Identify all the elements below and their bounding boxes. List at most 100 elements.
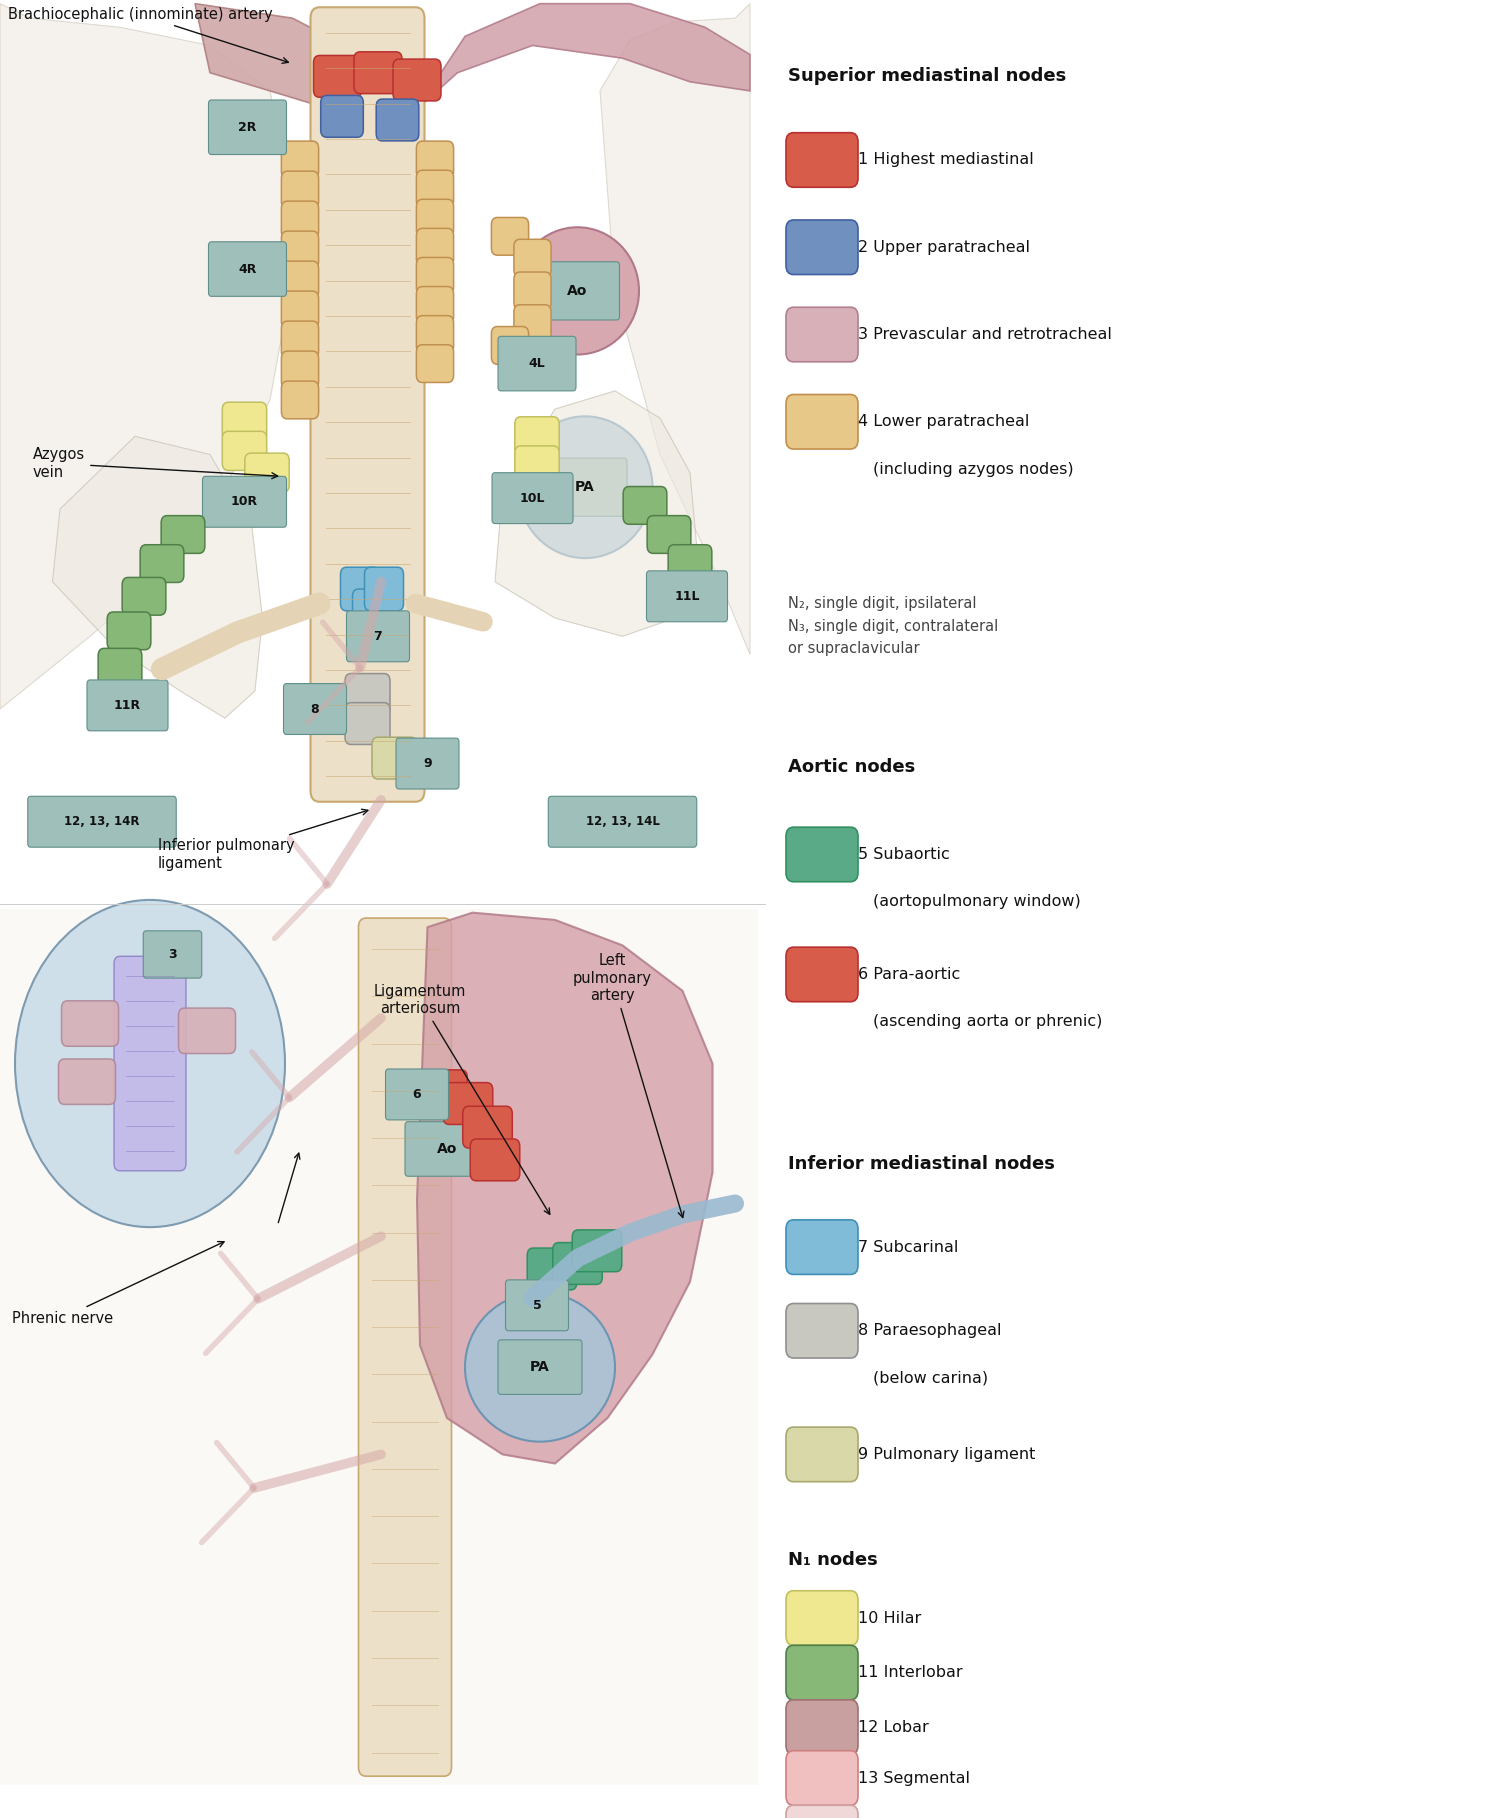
FancyBboxPatch shape [786, 1751, 858, 1805]
FancyBboxPatch shape [209, 100, 286, 155]
FancyBboxPatch shape [0, 909, 758, 1785]
FancyBboxPatch shape [354, 51, 402, 93]
FancyBboxPatch shape [282, 231, 318, 269]
Text: Ao: Ao [436, 1142, 457, 1156]
Text: 10L: 10L [519, 491, 546, 505]
FancyBboxPatch shape [358, 918, 452, 1776]
Text: (below carina): (below carina) [873, 1371, 988, 1385]
FancyBboxPatch shape [668, 545, 712, 582]
FancyBboxPatch shape [417, 171, 453, 207]
Text: 7 Subcarinal: 7 Subcarinal [858, 1240, 958, 1254]
FancyBboxPatch shape [506, 1280, 568, 1331]
FancyBboxPatch shape [222, 431, 267, 471]
Text: 11R: 11R [114, 698, 141, 713]
FancyBboxPatch shape [786, 133, 858, 187]
FancyBboxPatch shape [346, 611, 410, 662]
Text: Aortic nodes: Aortic nodes [788, 758, 915, 776]
FancyBboxPatch shape [528, 1247, 576, 1291]
FancyBboxPatch shape [122, 578, 166, 614]
Text: 2R: 2R [238, 120, 256, 135]
Polygon shape [600, 4, 750, 654]
FancyBboxPatch shape [222, 402, 267, 442]
Text: 5: 5 [532, 1298, 542, 1313]
Text: 3 Prevascular and retrotracheal: 3 Prevascular and retrotracheal [858, 327, 1112, 342]
Text: 8 Paraesophageal: 8 Paraesophageal [858, 1324, 1002, 1338]
Text: N₂, single digit, ipsilateral
N₃, single digit, contralateral
or supraclavicular: N₂, single digit, ipsilateral N₃, single… [788, 596, 998, 656]
FancyBboxPatch shape [498, 1340, 582, 1394]
FancyBboxPatch shape [646, 571, 728, 622]
FancyBboxPatch shape [492, 473, 573, 524]
Text: Ligamentum
arteriosum: Ligamentum arteriosum [374, 984, 550, 1214]
Text: Inferior pulmonary
ligament: Inferior pulmonary ligament [158, 809, 368, 871]
Text: 3: 3 [168, 947, 177, 962]
FancyBboxPatch shape [282, 351, 318, 389]
FancyBboxPatch shape [282, 262, 318, 298]
FancyBboxPatch shape [284, 684, 346, 734]
Polygon shape [417, 913, 712, 1463]
FancyBboxPatch shape [417, 1069, 468, 1113]
Polygon shape [495, 391, 698, 636]
FancyBboxPatch shape [549, 796, 696, 847]
Text: Left
pulmonary
artery: Left pulmonary artery [573, 953, 684, 1218]
Text: 1 Highest mediastinal: 1 Highest mediastinal [858, 153, 1034, 167]
FancyBboxPatch shape [573, 1229, 621, 1273]
Text: 11 Interlobar: 11 Interlobar [858, 1665, 963, 1680]
Polygon shape [0, 4, 300, 709]
FancyBboxPatch shape [786, 1591, 858, 1645]
FancyBboxPatch shape [417, 287, 453, 324]
Text: N₁ nodes: N₁ nodes [788, 1551, 877, 1569]
FancyBboxPatch shape [62, 1000, 118, 1047]
Text: 7: 7 [374, 629, 382, 644]
FancyBboxPatch shape [405, 1122, 489, 1176]
FancyBboxPatch shape [786, 1645, 858, 1700]
Text: (including azygos nodes): (including azygos nodes) [873, 462, 1074, 476]
FancyBboxPatch shape [340, 567, 380, 611]
FancyBboxPatch shape [536, 262, 620, 320]
FancyBboxPatch shape [786, 395, 858, 449]
Text: 4 Lower paratracheal: 4 Lower paratracheal [858, 415, 1029, 429]
FancyBboxPatch shape [417, 229, 453, 265]
Ellipse shape [465, 1293, 615, 1442]
FancyBboxPatch shape [786, 220, 858, 275]
Text: Superior mediastinal nodes: Superior mediastinal nodes [788, 67, 1065, 85]
FancyBboxPatch shape [417, 316, 453, 353]
FancyBboxPatch shape [492, 218, 528, 255]
Text: 10R: 10R [231, 494, 258, 509]
Text: 9: 9 [423, 756, 432, 771]
FancyBboxPatch shape [471, 1138, 519, 1182]
FancyBboxPatch shape [87, 680, 168, 731]
FancyBboxPatch shape [786, 947, 858, 1002]
Text: 13 Segmental: 13 Segmental [858, 1771, 970, 1785]
FancyBboxPatch shape [98, 649, 142, 685]
FancyBboxPatch shape [786, 1220, 858, 1274]
FancyBboxPatch shape [114, 956, 186, 1171]
Text: Ao: Ao [567, 284, 588, 298]
Text: 12, 13, 14R: 12, 13, 14R [64, 814, 140, 829]
Text: PA: PA [530, 1360, 550, 1374]
FancyBboxPatch shape [314, 55, 362, 96]
FancyBboxPatch shape [376, 98, 419, 140]
FancyBboxPatch shape [417, 200, 453, 236]
Text: PA: PA [574, 480, 596, 494]
FancyBboxPatch shape [282, 291, 318, 329]
FancyBboxPatch shape [202, 476, 286, 527]
Text: Phrenic nerve: Phrenic nerve [12, 1242, 223, 1325]
FancyBboxPatch shape [282, 171, 318, 209]
Ellipse shape [518, 416, 652, 558]
FancyBboxPatch shape [498, 336, 576, 391]
FancyBboxPatch shape [786, 1304, 858, 1358]
Text: (aortopulmonary window): (aortopulmonary window) [873, 894, 1080, 909]
FancyBboxPatch shape [393, 60, 441, 100]
FancyBboxPatch shape [178, 1007, 236, 1054]
FancyBboxPatch shape [543, 458, 627, 516]
FancyBboxPatch shape [345, 674, 390, 716]
FancyBboxPatch shape [514, 445, 560, 485]
FancyBboxPatch shape [106, 613, 152, 649]
FancyBboxPatch shape [786, 1700, 858, 1754]
Text: 12, 13, 14L: 12, 13, 14L [585, 814, 660, 829]
FancyBboxPatch shape [160, 516, 206, 553]
FancyBboxPatch shape [396, 738, 459, 789]
FancyBboxPatch shape [417, 258, 453, 295]
FancyBboxPatch shape [282, 202, 318, 238]
FancyBboxPatch shape [372, 738, 417, 778]
